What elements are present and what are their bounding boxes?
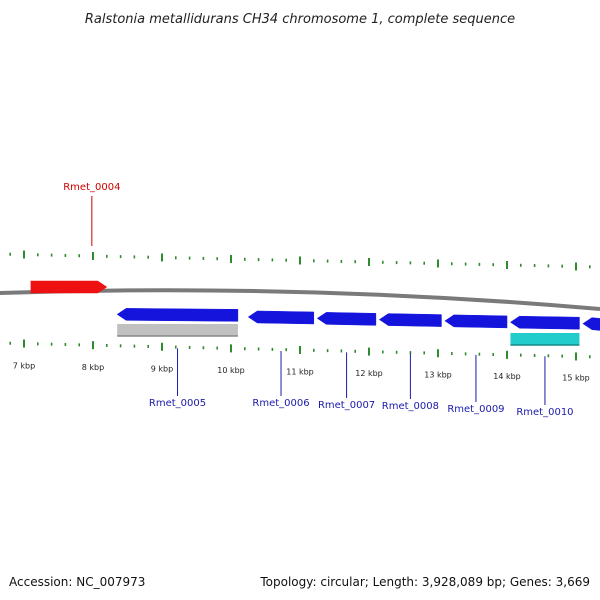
gene-arrow-rmet-0008[interactable] (378, 313, 442, 327)
top-tick-row (9, 250, 591, 271)
accession-text: Accession: NC_007973 (9, 575, 145, 589)
kbp-label: 9 kbp (151, 365, 173, 374)
kbp-label: 14 kbp (493, 372, 521, 381)
kbp-label: 12 kbp (355, 369, 383, 378)
kbp-label: 15 kbp (562, 373, 590, 382)
kbp-label: 11 kbp (286, 368, 314, 377)
kbp-label: 7 kbp (13, 362, 35, 371)
gene-label-rmet-0007[interactable]: Rmet_0007 (318, 400, 375, 411)
gene-arrow-rmet-0006[interactable] (247, 310, 315, 325)
gene-label-rmet-0005[interactable]: Rmet_0005 (149, 398, 206, 409)
gene-arrow-rmet-0010[interactable] (509, 315, 580, 330)
gene-label-rmet-0006[interactable]: Rmet_0006 (252, 398, 309, 409)
cyan-feature[interactable] (510, 333, 580, 345)
grey-feature[interactable] (117, 324, 238, 336)
gene-label-rmet-0004[interactable]: Rmet_0004 (63, 182, 120, 193)
gene-label-rmet-0010[interactable]: Rmet_0010 (516, 407, 573, 418)
kbp-label: 8 kbp (82, 363, 104, 372)
map-title: Ralstonia metallidurans CH34 chromosome … (85, 12, 515, 27)
kbp-label: 13 kbp (424, 370, 452, 379)
gene-track (30, 280, 600, 331)
gene-arrow-rmet-0004[interactable] (30, 280, 108, 294)
gene-arrow-rmet-0011[interactable] (582, 317, 600, 331)
kbp-label: 10 kbp (217, 366, 245, 375)
gene-labels: Rmet_0004 Rmet_0005 Rmet_0006 Rmet_0007 Rmet… (63, 182, 573, 418)
gene-arrow-rmet-0005[interactable] (116, 308, 239, 322)
genome-summary-text: Topology: circular; Length: 3,928,089 bp… (259, 575, 590, 589)
gene-arrow-rmet-0009[interactable] (444, 314, 508, 329)
gene-arrow-rmet-0007[interactable] (316, 312, 377, 326)
bottom-tick-row (9, 339, 591, 361)
scale-labels: 7 kbp 8 kbp 9 kbp 10 kbp 11 kbp 12 kbp 13 kbp 1… (13, 362, 590, 383)
gene-label-rmet-0009[interactable]: Rmet_0009 (447, 404, 504, 415)
feature-track (117, 324, 580, 346)
gene-label-rmet-0008[interactable]: Rmet_0008 (382, 401, 439, 412)
